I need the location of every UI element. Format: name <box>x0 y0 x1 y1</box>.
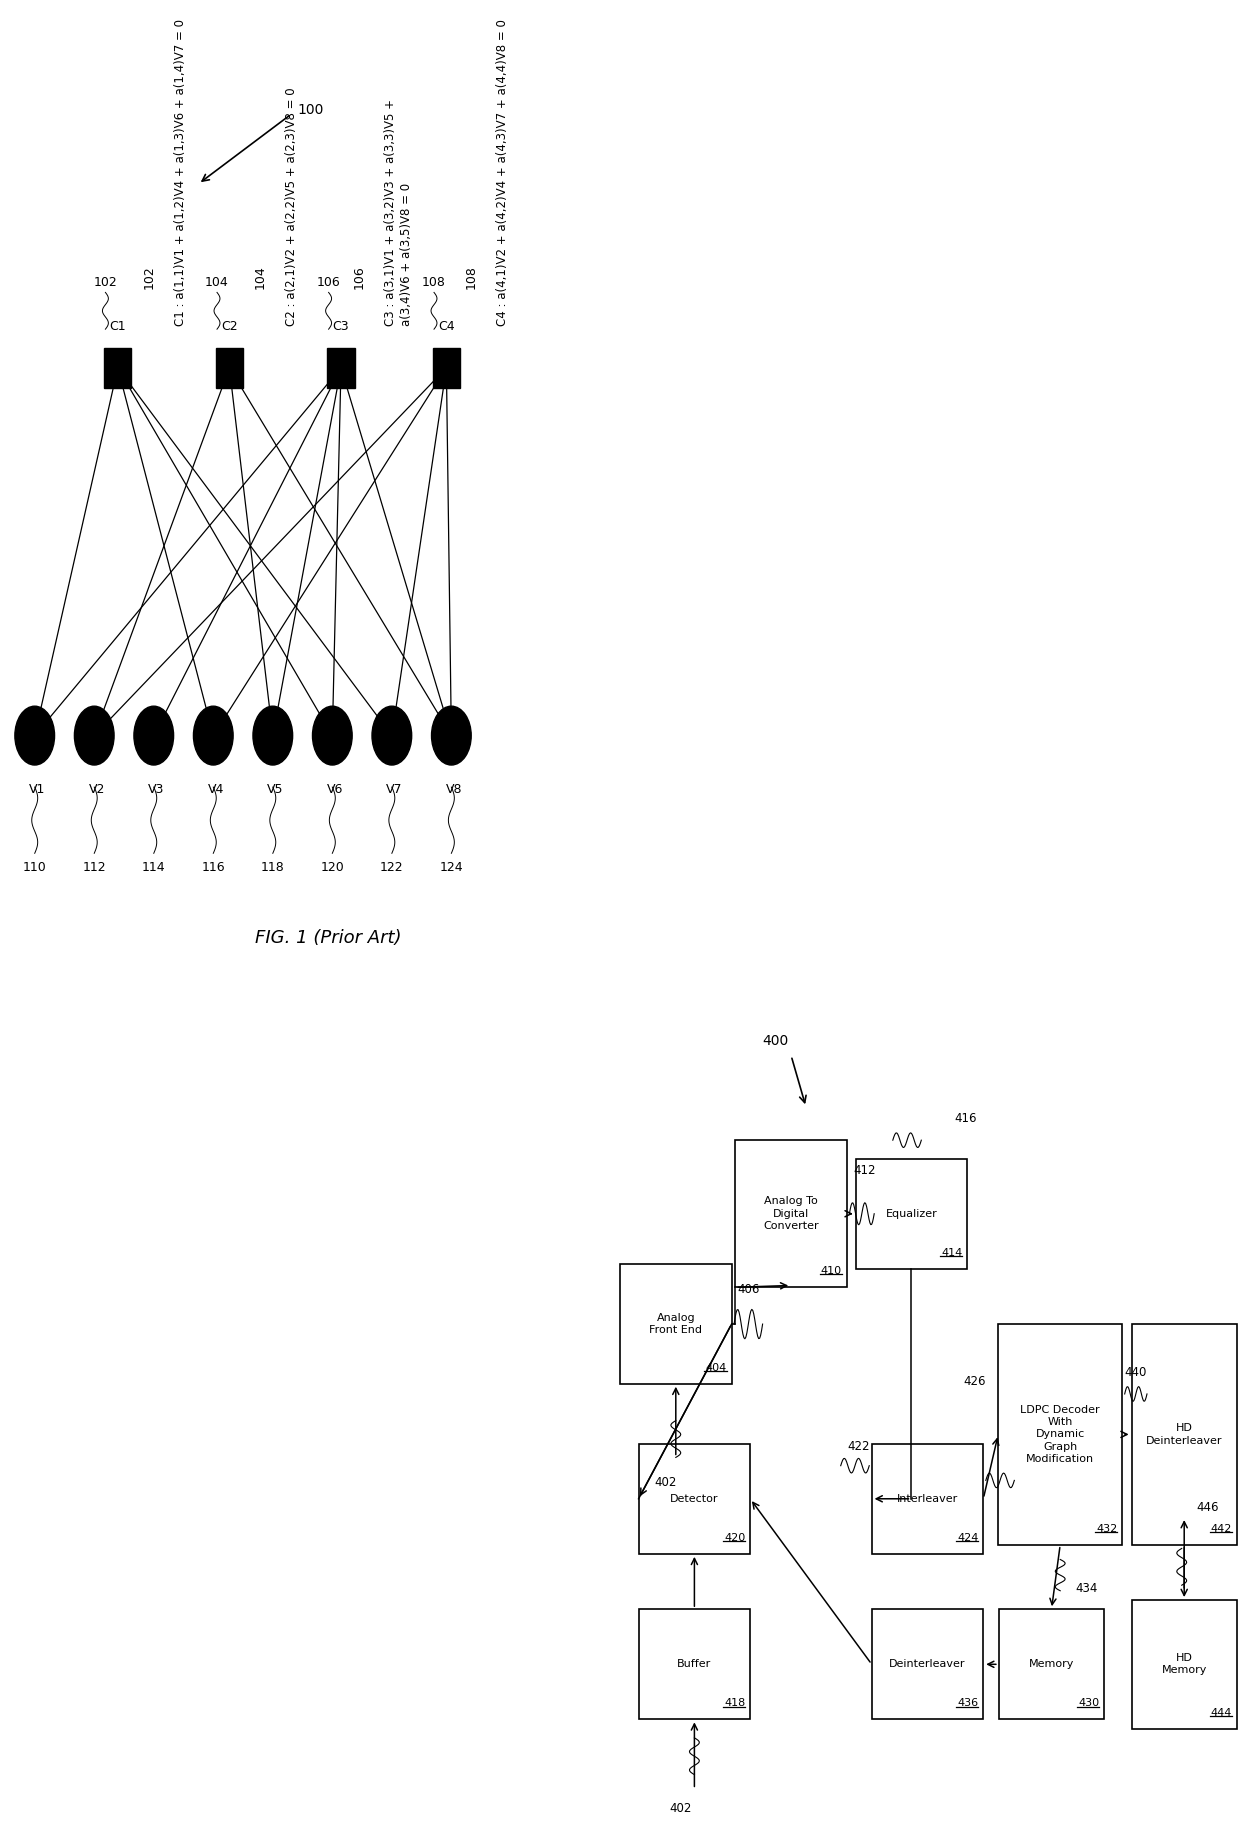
Text: 114: 114 <box>141 861 166 874</box>
Text: 104: 104 <box>254 265 267 289</box>
Text: Memory: Memory <box>1029 1659 1074 1670</box>
Text: 116: 116 <box>201 861 226 874</box>
Text: 432: 432 <box>1096 1525 1117 1534</box>
Text: V5: V5 <box>267 783 284 796</box>
Text: Detector: Detector <box>670 1493 719 1504</box>
Text: 426: 426 <box>963 1376 986 1388</box>
Text: Deinterleaver: Deinterleaver <box>889 1659 966 1670</box>
Circle shape <box>74 706 114 765</box>
Bar <box>639 1444 750 1554</box>
Text: C3 : a(3,1)V1 + a(3,2)V3 + a(3,3)V5 +
a(3,4)V6 + a(3,5)V8 = 0: C3 : a(3,1)V1 + a(3,2)V3 + a(3,3)V5 + a(… <box>384 99 413 326</box>
Text: 424: 424 <box>957 1534 978 1543</box>
Text: 108: 108 <box>465 265 477 289</box>
Text: 106: 106 <box>353 265 366 289</box>
Circle shape <box>134 706 174 765</box>
Text: 110: 110 <box>22 861 47 874</box>
Bar <box>1131 1324 1236 1545</box>
Text: 122: 122 <box>379 861 404 874</box>
Text: C2 : a(2,1)V2 + a(2,2)V5 + a(2,3)V8 = 0: C2 : a(2,1)V2 + a(2,2)V5 + a(2,3)V8 = 0 <box>285 86 298 326</box>
Text: 100: 100 <box>298 103 324 118</box>
Circle shape <box>372 706 412 765</box>
Text: C2: C2 <box>221 320 238 333</box>
Text: 102: 102 <box>93 276 118 289</box>
Bar <box>620 1265 732 1383</box>
Circle shape <box>432 706 471 765</box>
Bar <box>104 348 131 388</box>
Circle shape <box>15 706 55 765</box>
Text: C3: C3 <box>332 320 350 333</box>
Bar <box>872 1609 983 1719</box>
Bar <box>998 1324 1122 1545</box>
Text: 108: 108 <box>422 276 446 289</box>
Text: 414: 414 <box>941 1249 962 1258</box>
Text: 420: 420 <box>724 1534 745 1543</box>
Text: V3: V3 <box>148 783 165 796</box>
Circle shape <box>312 706 352 765</box>
Text: 440: 440 <box>1125 1366 1147 1379</box>
Text: 404: 404 <box>706 1363 727 1372</box>
Text: 412: 412 <box>853 1164 875 1177</box>
Text: V8: V8 <box>445 783 463 796</box>
Text: 120: 120 <box>320 861 345 874</box>
Text: Equalizer: Equalizer <box>885 1208 937 1219</box>
Text: 422: 422 <box>847 1440 869 1453</box>
Text: 434: 434 <box>1075 1582 1097 1594</box>
Circle shape <box>193 706 233 765</box>
Text: Interleaver: Interleaver <box>897 1493 959 1504</box>
Text: Analog To
Digital
Converter: Analog To Digital Converter <box>764 1197 818 1230</box>
Text: 446: 446 <box>1197 1501 1219 1515</box>
Text: Buffer: Buffer <box>677 1659 712 1670</box>
Text: 102: 102 <box>143 265 155 289</box>
Text: 112: 112 <box>82 861 107 874</box>
Text: 430: 430 <box>1078 1699 1099 1708</box>
Text: 104: 104 <box>205 276 229 289</box>
Text: 106: 106 <box>316 276 341 289</box>
Text: 418: 418 <box>724 1699 745 1708</box>
Text: 400: 400 <box>761 1034 789 1048</box>
Text: V2: V2 <box>88 783 105 796</box>
Text: 402: 402 <box>655 1475 677 1490</box>
Text: LDPC Decoder
With
Dynamic
Graph
Modification: LDPC Decoder With Dynamic Graph Modifica… <box>1021 1405 1100 1464</box>
Text: 406: 406 <box>738 1284 760 1296</box>
Text: 118: 118 <box>260 861 285 874</box>
Bar <box>327 348 355 388</box>
Text: HD
Memory: HD Memory <box>1162 1653 1207 1675</box>
Text: C4: C4 <box>438 320 455 333</box>
Bar <box>639 1609 750 1719</box>
Text: 124: 124 <box>439 861 464 874</box>
Bar <box>1131 1600 1236 1729</box>
Text: 444: 444 <box>1210 1708 1231 1718</box>
Bar <box>735 1140 847 1287</box>
Bar <box>872 1444 983 1554</box>
Text: 402: 402 <box>670 1802 692 1815</box>
Text: V4: V4 <box>207 783 224 796</box>
Bar <box>999 1609 1104 1719</box>
Bar <box>433 348 460 388</box>
Text: C1: C1 <box>109 320 126 333</box>
Text: Analog
Front End: Analog Front End <box>650 1313 702 1335</box>
Text: 436: 436 <box>957 1699 978 1708</box>
Text: C1 : a(1,1)V1 + a(1,2)V4 + a(1,3)V6 + a(1,4)V7 = 0: C1 : a(1,1)V1 + a(1,2)V4 + a(1,3)V6 + a(… <box>174 18 186 326</box>
Text: V1: V1 <box>29 783 46 796</box>
Text: HD
Deinterleaver: HD Deinterleaver <box>1146 1423 1223 1445</box>
Text: 410: 410 <box>821 1267 842 1276</box>
Text: 416: 416 <box>955 1113 977 1125</box>
Text: 442: 442 <box>1210 1525 1231 1534</box>
Bar <box>856 1159 967 1269</box>
Text: V6: V6 <box>326 783 343 796</box>
Text: V7: V7 <box>386 783 403 796</box>
Text: C4 : a(4,1)V2 + a(4,2)V4 + a(4,3)V7 + a(4,4)V8 = 0: C4 : a(4,1)V2 + a(4,2)V4 + a(4,3)V7 + a(… <box>496 18 508 326</box>
Bar <box>216 348 243 388</box>
Circle shape <box>253 706 293 765</box>
Text: FIG. 1 (Prior Art): FIG. 1 (Prior Art) <box>255 929 402 947</box>
